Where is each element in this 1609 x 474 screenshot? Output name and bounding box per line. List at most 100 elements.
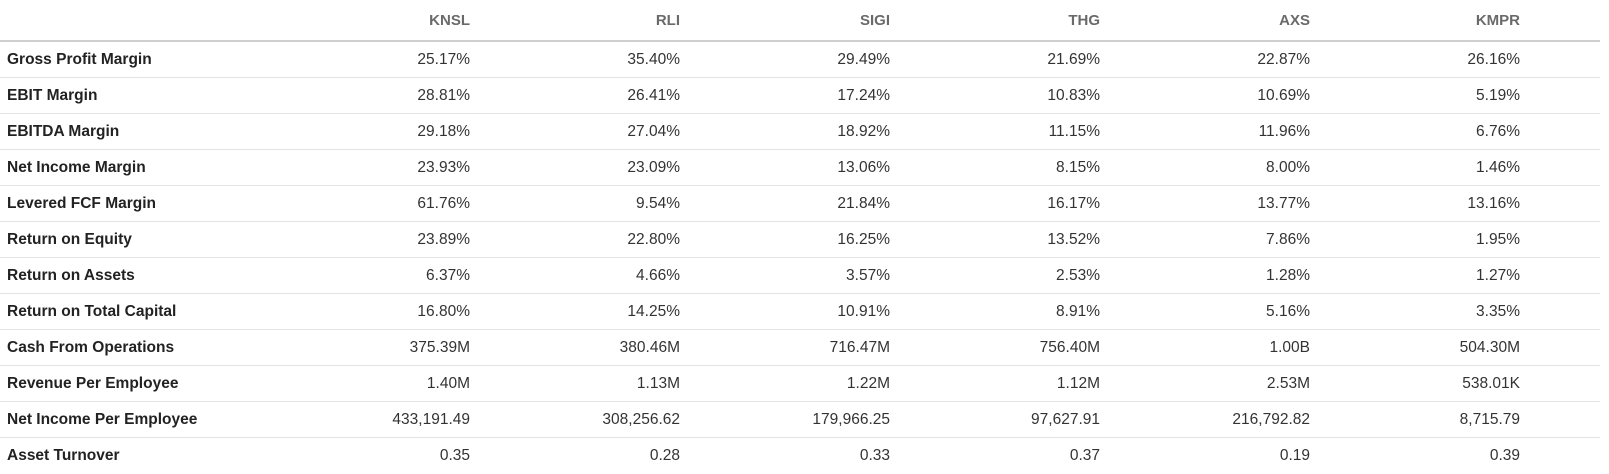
table-cell-axs: 216,792.82 — [1110, 401, 1320, 438]
row-metric-label: Gross Profit Margin — [0, 41, 270, 78]
table-cell-sigi: 13.06% — [690, 149, 900, 186]
table-cell-kmpr: 1.95% — [1320, 221, 1530, 258]
column-header-kmpr[interactable]: KMPR — [1320, 0, 1530, 42]
table-cell-sigi: 10.91% — [690, 293, 900, 330]
table-cell-kmpr: 0.39 — [1489, 446, 1520, 464]
row-metric-label: EBIT Margin — [0, 77, 270, 114]
table-row: Net Income Per Employee 433,191.49 308,256… — [0, 401, 1600, 438]
table-cell-thg: 16.17% — [900, 185, 1110, 222]
row-metric-label: Net Income Margin — [0, 149, 270, 186]
table-cell-sigi: 179,966.25 — [690, 401, 900, 438]
row-spacer — [1530, 365, 1600, 402]
table-cell-axs: 5.16% — [1110, 293, 1320, 330]
row-spacer — [1530, 113, 1600, 150]
row-spacer — [1530, 185, 1600, 222]
row-metric-label: Levered FCF Margin — [0, 185, 270, 222]
table-cell-sigi: 16.25% — [690, 221, 900, 258]
table-cell-rli: 26.41% — [480, 77, 690, 114]
table-cell-rli: 0.28 — [649, 446, 680, 464]
table-cell-axs: 1.00B — [1110, 329, 1320, 366]
table-row: Asset Turnover 0.35 0.28 0.33 0.37 0.19 0.39 — [0, 438, 1600, 474]
row-spacer — [1530, 401, 1600, 438]
header-row: KNSL RLI SIGI THG AXS KMPR — [0, 0, 1600, 42]
table-cell-axs: 11.96% — [1110, 113, 1320, 150]
table-row: Return on Total Capital 16.80% 14.25% 10.91… — [0, 293, 1600, 330]
table-row: Return on Equity 23.89% 22.80% 16.25% 13.52%… — [0, 221, 1600, 258]
table-row: Revenue Per Employee 1.40M 1.13M 1.22M 1.12M… — [0, 365, 1600, 402]
table-cell-axs: 22.87% — [1110, 41, 1320, 78]
table-cell-thg: 8.15% — [900, 149, 1110, 186]
column-header-sigi[interactable]: SIGI — [690, 0, 900, 42]
table-cell-rli: 308,256.62 — [480, 401, 690, 438]
table-cell-kmpr: 538.01K — [1320, 365, 1530, 402]
table-cell-sigi: 3.57% — [690, 257, 900, 294]
table-cell-sigi: 17.24% — [690, 77, 900, 114]
table-row: EBIT Margin 28.81% 26.41% 17.24% 10.83% 10.69… — [0, 77, 1600, 114]
table-cell-rli: 14.25% — [480, 293, 690, 330]
table-cell-axs: 13.77% — [1110, 185, 1320, 222]
table-cell-kmpr: 504.30M — [1320, 329, 1530, 366]
column-header-thg[interactable]: THG — [900, 0, 1110, 42]
table-cell-knsl: 23.89% — [270, 221, 480, 258]
table-cell-knsl: 25.17% — [270, 41, 480, 78]
table-cell-axs: 1.28% — [1110, 257, 1320, 294]
table-cell-rli: 35.40% — [480, 41, 690, 78]
table-cell-knsl: 61.76% — [270, 185, 480, 222]
table-cell-knsl: 375.39M — [270, 329, 480, 366]
row-spacer — [1530, 77, 1600, 114]
table-cell-kmpr: 1.27% — [1320, 257, 1530, 294]
table-cell-knsl: 6.37% — [270, 257, 480, 294]
table-cell-knsl: 23.93% — [270, 149, 480, 186]
table-cell-kmpr: 1.46% — [1320, 149, 1530, 186]
row-spacer — [1530, 293, 1600, 330]
table-cell-thg: 10.83% — [900, 77, 1110, 114]
table-cell-thg: 21.69% — [900, 41, 1110, 78]
table-cell-thg: 2.53% — [900, 257, 1110, 294]
table-cell-axs: 7.86% — [1110, 221, 1320, 258]
table-cell-thg: 13.52% — [900, 221, 1110, 258]
row-metric-label: EBITDA Margin — [0, 113, 270, 150]
table-cell-thg: 8.91% — [900, 293, 1110, 330]
table-cell-rli: 380.46M — [480, 329, 690, 366]
row-spacer — [1530, 41, 1600, 78]
table-cell-axs: 10.69% — [1110, 77, 1320, 114]
row-metric-label: Return on Total Capital — [0, 293, 270, 330]
row-spacer — [1530, 221, 1600, 258]
table-cell-thg: 756.40M — [900, 329, 1110, 366]
metric-column-header — [0, 0, 270, 42]
table-row: EBITDA Margin 29.18% 27.04% 18.92% 11.15% 11.… — [0, 113, 1600, 150]
table-cell-knsl: 1.40M — [270, 365, 480, 402]
table-cell-axs: 0.19 — [1279, 446, 1310, 464]
table-cell-thg: 11.15% — [900, 113, 1110, 150]
table-cell-rli: 23.09% — [480, 149, 690, 186]
row-metric-label: Revenue Per Employee — [0, 365, 270, 402]
table-cell-knsl: 16.80% — [270, 293, 480, 330]
table-cell-kmpr: 5.19% — [1320, 77, 1530, 114]
table-row: Return on Assets 6.37% 4.66% 3.57% 2.53% 1.28… — [0, 257, 1600, 294]
row-spacer — [1530, 257, 1600, 294]
table-row: Net Income Margin 23.93% 23.09% 13.06% 8.15%… — [0, 149, 1600, 186]
table-row: Cash From Operations 375.39M 380.46M 716.47… — [0, 329, 1600, 366]
column-header-knsl[interactable]: KNSL — [270, 0, 480, 42]
row-spacer — [1530, 149, 1600, 186]
table-cell-kmpr: 26.16% — [1320, 41, 1530, 78]
table-cell-kmpr: 3.35% — [1320, 293, 1530, 330]
table-cell-sigi: 21.84% — [690, 185, 900, 222]
table-cell-rli: 27.04% — [480, 113, 690, 150]
table-cell-sigi: 716.47M — [690, 329, 900, 366]
table-header: KNSL RLI SIGI THG AXS KMPR — [0, 0, 1600, 42]
table-cell-axs: 8.00% — [1110, 149, 1320, 186]
column-header-axs[interactable]: AXS — [1110, 0, 1320, 42]
table-cell-sigi: 1.22M — [690, 365, 900, 402]
table-cell-rli: 1.13M — [480, 365, 690, 402]
table-cell-sigi: 18.92% — [690, 113, 900, 150]
table-cell-thg: 97,627.91 — [900, 401, 1110, 438]
row-spacer — [1530, 329, 1600, 366]
row-metric-label: Net Income Per Employee — [0, 401, 270, 438]
row-metric-label: Return on Equity — [0, 221, 270, 258]
table-cell-knsl: 29.18% — [270, 113, 480, 150]
column-header-rli[interactable]: RLI — [480, 0, 690, 42]
row-metric-label: Return on Assets — [0, 257, 270, 294]
table-cell-axs: 2.53M — [1110, 365, 1320, 402]
